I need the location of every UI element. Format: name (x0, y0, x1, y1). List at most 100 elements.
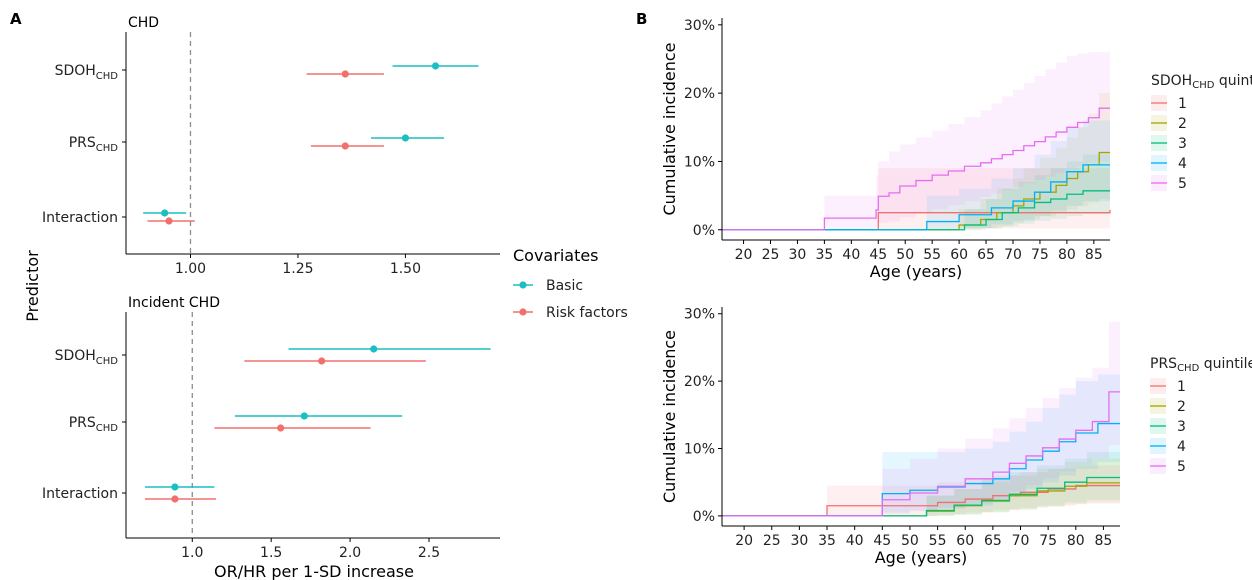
legend-label-quintile-5: 5 (1178, 176, 1187, 192)
ci-band-5 (722, 52, 1110, 230)
legend-label-quintile-4: 4 (1178, 156, 1187, 172)
forest-plot-chd: CHD 1.00 1.25 1.50 SDOHCHD PRSCHD Interaction (42, 15, 500, 277)
point-risk-factors (341, 70, 349, 78)
x-tick-label: 40 (842, 247, 860, 263)
ci-band-2 (722, 93, 1110, 230)
ci-band-5 (722, 321, 1120, 516)
x-tick-label: 25 (763, 533, 781, 549)
ci-band-4 (722, 374, 1120, 516)
point-basic (171, 483, 179, 491)
ci-band-2 (722, 458, 1120, 516)
y-tick-label-interaction: Interaction (42, 486, 118, 502)
x-tick-label: 80 (1058, 247, 1076, 263)
y-tick-label: 10% (684, 442, 715, 458)
legend-label-quintile-5: 5 (1177, 459, 1186, 475)
x-tick-label: 1.5 (260, 545, 282, 561)
x-tick-label: 60 (950, 247, 968, 263)
x-tick-label: 2.5 (418, 545, 440, 561)
point-risk-factors (277, 424, 285, 432)
x-tick-label: 1.50 (390, 261, 421, 277)
ci-band-1 (722, 164, 1110, 230)
y-tick-label: 20% (684, 86, 715, 102)
y-tick-label-sdoh: SDOHCHD (55, 63, 119, 82)
step-line-1 (722, 484, 1120, 517)
y-tick-label: 0% (693, 509, 715, 525)
x-tick-label: 55 (929, 533, 947, 549)
y-tick-label: 30% (684, 18, 715, 34)
point-basic (431, 62, 440, 70)
x-tick-label: 70 (1004, 247, 1022, 263)
x-tick-label: 85 (1085, 247, 1103, 263)
legend-label-quintile-3: 3 (1177, 419, 1186, 435)
covariates-legend-title: Covariates (513, 246, 599, 265)
x-tick-label: 45 (869, 247, 887, 263)
forest-plot-incident-chd: Incident CHD 1.0 1.5 2.0 2.5 SDOHCHD PRSCHD Int… (42, 295, 500, 561)
panel-a-xlabel: OR/HR per 1-SD increase (214, 562, 414, 580)
point-basic (161, 209, 169, 217)
x-tick-label: 85 (1095, 533, 1113, 549)
legend-label-quintile-1: 1 (1178, 96, 1187, 112)
panel-a-ylabel: Predictor (23, 250, 42, 322)
legend-label-quintile-4: 4 (1177, 439, 1186, 455)
y-axis-title: Cumulative incidence (660, 42, 679, 215)
y-axis-title: Cumulative incidence (660, 330, 679, 503)
point-risk-factors (318, 357, 326, 365)
step-line-4 (722, 422, 1120, 517)
x-tick-label: 65 (984, 533, 1002, 549)
y-tick-label-sdoh: SDOHCHD (55, 348, 119, 367)
x-tick-label: 70 (1012, 533, 1030, 549)
x-axis-title: Age (years) (875, 548, 968, 567)
y-tick-label: 0% (693, 223, 715, 239)
x-tick-label: 80 (1067, 533, 1085, 549)
legend-label-quintile-1: 1 (1177, 379, 1186, 395)
x-tick-label: 50 (896, 247, 914, 263)
point-basic (401, 134, 410, 142)
x-tick-label: 20 (735, 247, 753, 263)
step-line-3 (722, 190, 1110, 231)
legend-label-quintile-3: 3 (1178, 136, 1187, 152)
x-tick-label: 50 (901, 533, 919, 549)
y-tick-label-interaction: Interaction (42, 210, 118, 226)
step-line-3 (722, 476, 1120, 517)
ci-band-3 (722, 451, 1120, 516)
x-tick-label: 55 (923, 247, 941, 263)
x-axis-title: Age (years) (870, 262, 963, 281)
cumulative-incidence-sdoh: 0%10%20%30%20 25 30 35 40 45 50 55 60 65 70 75 80 85A… (660, 18, 1252, 281)
x-tick-label: 2.0 (339, 545, 361, 561)
step-line-2 (722, 151, 1110, 231)
point-basic (300, 412, 308, 420)
y-tick-label: 10% (684, 154, 715, 170)
x-tick-label: 35 (815, 247, 833, 263)
covariates-legend: Covariates Basic Risk factors (513, 246, 628, 321)
legend-key-risk-factors-point (519, 308, 527, 316)
quintile-legend-title: SDOHCHD quintile (1151, 73, 1252, 91)
point-risk-factors (341, 142, 349, 150)
x-tick-label: 1.0 (181, 545, 203, 561)
x-tick-label: 40 (846, 533, 864, 549)
point-risk-factors (171, 495, 179, 503)
cumulative-incidence-prs: 0%10%20%30%20 25 30 35 40 45 50 55 60 65 70 75 80 85A… (660, 307, 1252, 567)
quintile-legend-title: PRSCHD quintile (1150, 356, 1252, 374)
y-tick-label-prs: PRSCHD (69, 415, 119, 434)
x-tick-label: 20 (735, 533, 753, 549)
y-tick-label: 20% (684, 374, 715, 390)
legend-label-quintile-2: 2 (1177, 399, 1186, 415)
legend-label-quintile-2: 2 (1178, 116, 1187, 132)
point-basic (370, 345, 378, 353)
x-tick-label: 65 (977, 247, 995, 263)
legend-key-basic-point (519, 281, 527, 289)
x-tick-label: 1.25 (282, 261, 313, 277)
y-tick-label: 30% (684, 307, 715, 323)
x-tick-label: 30 (790, 533, 808, 549)
legend-label-basic: Basic (546, 278, 583, 294)
x-tick-label: 30 (789, 247, 807, 263)
panel-a-tag: A (10, 10, 22, 28)
y-tick-label-prs: PRSCHD (69, 135, 119, 154)
x-tick-label: 60 (956, 533, 974, 549)
legend-label-risk-factors: Risk factors (546, 305, 628, 321)
x-tick-label: 25 (762, 247, 780, 263)
panel-b-tag: B (636, 10, 647, 28)
x-tick-label: 75 (1031, 247, 1049, 263)
forest-title: Incident CHD (128, 295, 220, 311)
